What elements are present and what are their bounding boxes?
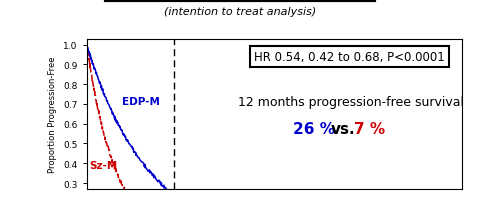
Text: vs.: vs. (331, 122, 356, 137)
Text: (intention to treat analysis): (intention to treat analysis) (164, 7, 316, 17)
Text: EDP-M: EDP-M (122, 96, 160, 106)
Text: Sz-M: Sz-M (90, 160, 118, 170)
Text: 7 %: 7 % (354, 122, 385, 137)
Text: Proportion Progression-Free: Proportion Progression-Free (48, 56, 57, 172)
Text: HR 0.54, 0.42 to 0.68, P<0.0001: HR 0.54, 0.42 to 0.68, P<0.0001 (254, 51, 444, 64)
Text: 12 months progression-free survival: 12 months progression-free survival (238, 96, 464, 109)
Text: 26 %: 26 % (292, 122, 335, 137)
